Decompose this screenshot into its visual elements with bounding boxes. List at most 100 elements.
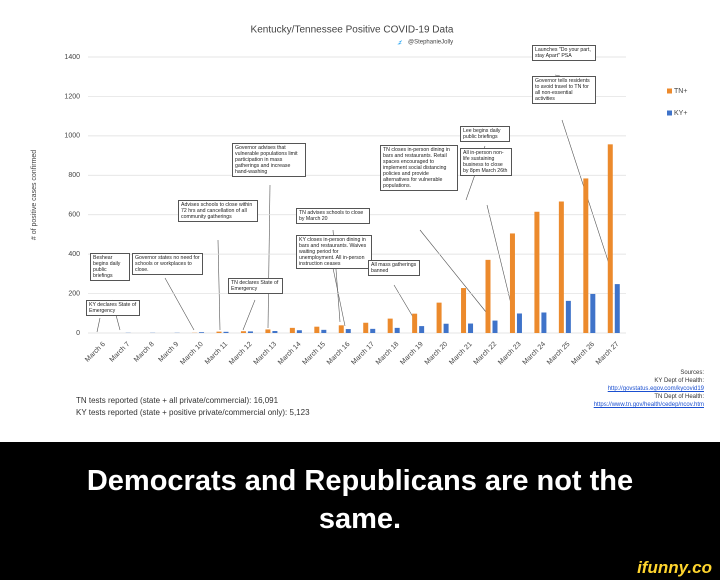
bar [485, 259, 491, 333]
annotation: Advises schools to close within 72 hrs a… [178, 200, 258, 222]
annotation: Governor tells residents to avoid travel… [532, 76, 596, 104]
tests-tn: TN tests reported (state + all private/c… [76, 396, 279, 405]
bar [590, 293, 596, 333]
y-tick-label: 200 [68, 290, 80, 297]
bar [321, 329, 327, 333]
bar [419, 326, 425, 333]
x-tick-label: March 9 [157, 341, 180, 364]
x-tick-label: March 10 [179, 341, 205, 367]
twitter-icon [397, 40, 402, 45]
x-tick-label: March 15 [301, 341, 327, 367]
bar [272, 331, 278, 333]
bar [338, 325, 344, 333]
bar [607, 144, 613, 333]
annotation: KY closes in-person dining in bars and r… [296, 235, 372, 269]
x-tick-label: March 11 [204, 341, 229, 366]
legend-swatch [667, 110, 672, 116]
bar [387, 318, 393, 333]
x-tick-label: March 22 [473, 341, 499, 367]
legend-label: TN+ [674, 88, 687, 95]
annotation: TN declares State of Emergency [228, 278, 283, 294]
legend-label: KY+ [674, 110, 687, 117]
x-tick-label: March 13 [253, 341, 279, 367]
bar [240, 331, 246, 333]
x-tick-label: March 19 [399, 341, 425, 367]
bar [541, 312, 547, 333]
bar [468, 323, 474, 333]
x-tick-label: March 21 [448, 341, 474, 367]
x-tick-label: March 20 [424, 341, 450, 367]
annotation: Governor advises that vulnerable populat… [232, 143, 306, 177]
source-link[interactable]: http://govstatus.egov.com/kycovid19 [607, 386, 704, 392]
bar [345, 329, 351, 333]
x-tick-label: March 16 [326, 341, 352, 367]
x-tick-label: March 7 [109, 341, 132, 364]
bar [565, 300, 571, 333]
bar [461, 288, 467, 333]
y-tick-label: 400 [68, 251, 80, 258]
annotation: TN advises schools to close by March 20 [296, 208, 370, 224]
x-tick-label: March 24 [522, 341, 548, 367]
bar [247, 331, 253, 333]
bar [492, 320, 498, 333]
x-tick-label: March 27 [595, 341, 621, 367]
bar [265, 329, 271, 333]
bar [614, 284, 620, 333]
source-text: Sources: [680, 370, 704, 376]
bar [436, 302, 442, 333]
source-link[interactable]: https://www.tn.gov/health/cedep/ncov.htm [593, 402, 704, 408]
bar [296, 330, 302, 333]
annotation: Beshear begins daily public briefings [90, 253, 130, 281]
annotation: Launches "Do your part, stay Apart" PSA [532, 45, 596, 61]
chart-title: Kentucky/Tennessee Positive COVID-19 Dat… [251, 25, 454, 36]
bar [289, 327, 295, 333]
tests-ky: KY tests reported (state + positive priv… [76, 408, 310, 417]
x-tick-label: March 23 [497, 341, 523, 367]
annotation: TN closes in-person dining in bars and r… [380, 145, 458, 191]
legend-swatch [667, 88, 672, 94]
bar [223, 331, 229, 333]
y-tick-label: 1000 [64, 133, 80, 140]
watermark: ifunny.co [637, 558, 712, 577]
annotation: All mass gatherings banned [368, 260, 420, 276]
y-tick-label: 0 [76, 330, 80, 337]
x-tick-label: March 6 [84, 341, 107, 364]
chart: Kentucky/Tennessee Positive COVID-19 Dat… [31, 25, 688, 367]
y-axis-label: # of positive cases confirmed [31, 150, 38, 240]
bar [516, 313, 522, 333]
bar [394, 327, 400, 333]
source-text: TN Dept of Health: [654, 394, 704, 400]
bar [314, 326, 320, 333]
bar [216, 331, 222, 333]
annotation: Lee begins daily public briefings [460, 126, 510, 142]
bar [509, 233, 515, 333]
bar [534, 211, 540, 333]
annotation: Governor states no need for schools or w… [132, 253, 203, 275]
bar [443, 323, 449, 333]
x-tick-label: March 14 [277, 341, 303, 367]
caption-panel: Democrats and Republicans are not the sa… [0, 442, 720, 580]
annotation: All in-person non-life sustaining busine… [460, 148, 512, 176]
bar [412, 313, 418, 333]
bar [370, 328, 376, 333]
screenshot: Kentucky/Tennessee Positive COVID-19 Dat… [30, 24, 704, 417]
y-tick-label: 600 [68, 212, 80, 219]
y-tick-label: 800 [68, 172, 80, 179]
bar [583, 178, 589, 333]
annotation: KY declares State of Emergency [86, 300, 140, 316]
caption: Democrats and Republicans are not the sa… [86, 465, 634, 535]
x-tick-label: March 18 [375, 341, 401, 367]
source-text: KY Dept of Health: [654, 378, 704, 384]
x-tick-label: March 17 [350, 341, 376, 367]
x-tick-label: March 25 [546, 341, 572, 367]
bar [558, 201, 564, 333]
subtitle: @StephanieJolly [408, 40, 453, 46]
bar [363, 322, 369, 333]
x-tick-label: March 8 [133, 341, 156, 364]
y-tick-label: 1400 [64, 54, 80, 61]
y-tick-label: 1200 [64, 93, 80, 100]
x-tick-label: March 26 [570, 341, 596, 367]
x-tick-label: March 12 [228, 341, 254, 367]
bar [199, 332, 205, 333]
